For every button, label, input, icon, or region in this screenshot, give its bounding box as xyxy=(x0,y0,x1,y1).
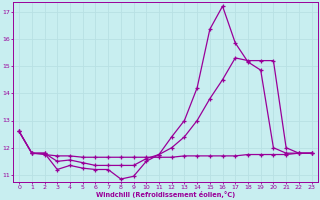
X-axis label: Windchill (Refroidissement éolien,°C): Windchill (Refroidissement éolien,°C) xyxy=(96,191,235,198)
